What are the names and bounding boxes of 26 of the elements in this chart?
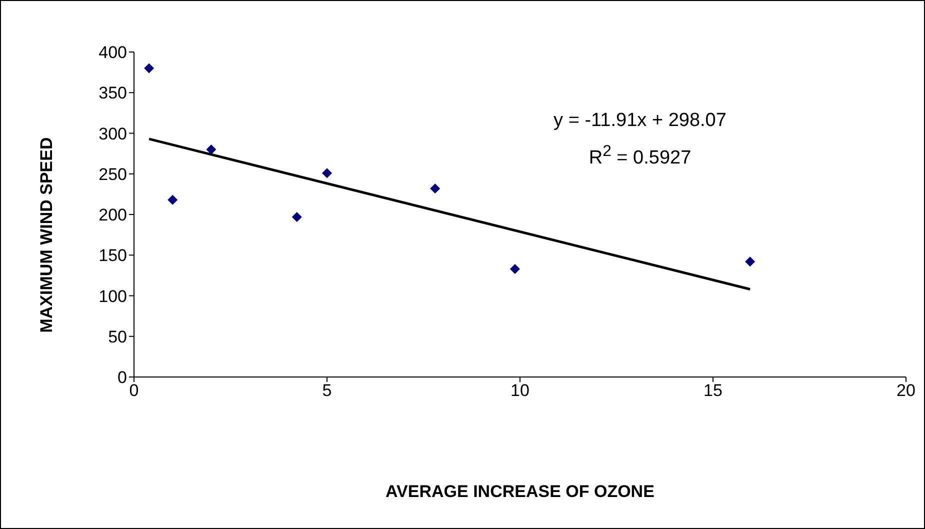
y-tick-label: 400	[98, 43, 127, 62]
x-tick-label: 0	[129, 381, 139, 400]
point	[322, 168, 332, 178]
point	[206, 144, 216, 154]
point	[745, 256, 756, 267]
point	[144, 63, 154, 74]
y-tick-label: 150	[98, 246, 127, 266]
annotation: R$^{2}$ = 0.5927	[588, 143, 692, 170]
annotation: y = -11.91x + 298.07	[552, 110, 728, 132]
x-tick-label: 20	[896, 381, 916, 400]
point	[292, 212, 302, 222]
x-tick-label: 5	[322, 381, 332, 400]
y-tick-label: 350	[98, 84, 127, 103]
y-tick-label: 50	[108, 327, 127, 346]
y-tick-label: 0	[118, 368, 127, 388]
point	[168, 194, 178, 205]
point	[510, 264, 520, 274]
point	[430, 184, 440, 194]
y-tick-label: 300	[98, 124, 127, 144]
y-tick-label: 200	[98, 206, 127, 225]
y-tick-label: 250	[98, 164, 127, 184]
x-axis-title: AVERAGE INCREASE OF OZONE	[384, 482, 656, 502]
y-axis-title: MAXIMUM WIND SPEED	[37, 137, 57, 333]
y-tick-label: 100	[98, 286, 127, 306]
x-tick-label: 15	[704, 381, 722, 400]
x-tick-label: 10	[510, 381, 530, 400]
